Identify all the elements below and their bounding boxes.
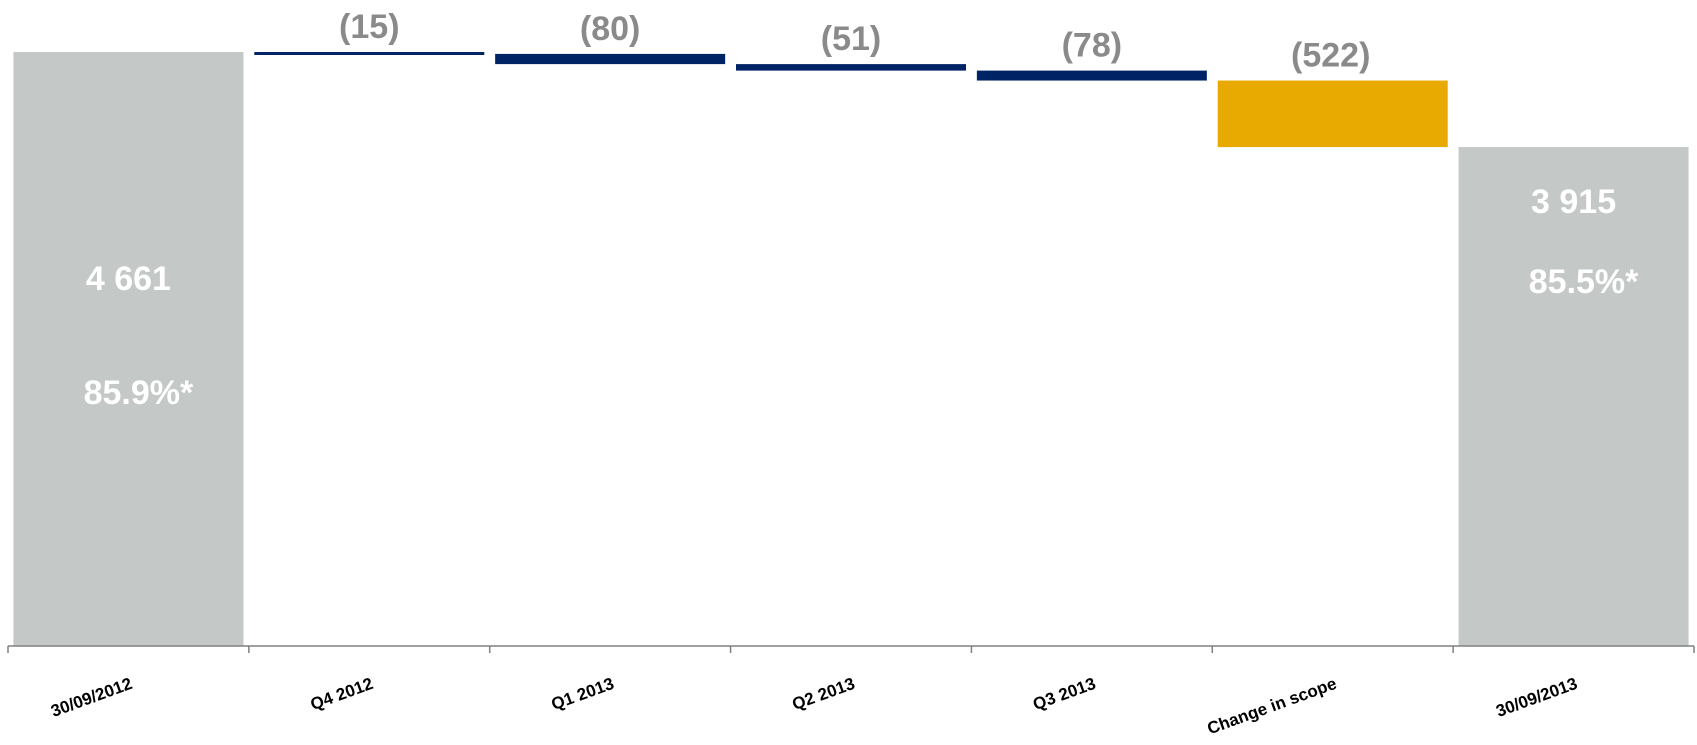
delta-label-q1-2013: (80): [580, 10, 640, 48]
bar-q3-2013: [976, 70, 1207, 81]
x-axis: 30/09/2012 Q4 2012 Q1 2013 Q2 2013 Q3 2013 Ch…: [7, 645, 1695, 738]
labels-layer: 4 661 85.9%* (15) (80) (51) (78) (522) 3 915 85.…: [84, 8, 1640, 412]
delta-label-q3-2013: (78): [1062, 27, 1122, 65]
total-pct-label-30-09-2012: 85.9%*: [84, 374, 194, 412]
total-value-label-30-09-2012: 4 661: [86, 260, 171, 298]
delta-label-q2-2013: (51): [821, 20, 881, 58]
bars-layer: [13, 52, 1689, 646]
delta-label-change-in-scope: (522): [1291, 37, 1370, 75]
category-label-q4-2012: Q4 2012: [308, 674, 376, 714]
bar-30-09-2013: [1458, 147, 1689, 646]
category-label-q1-2013: Q1 2013: [549, 674, 617, 714]
category-label-30-09-2013: 30/09/2013: [1493, 674, 1579, 721]
category-label-q3-2013: Q3 2013: [1030, 674, 1098, 714]
category-label-change-in-scope: Change in scope: [1205, 674, 1339, 738]
total-value-label-30-09-2013: 3 915: [1531, 183, 1616, 221]
category-label-30-09-2012: 30/09/2012: [48, 674, 134, 721]
bar-change-in-scope: [1217, 80, 1448, 148]
delta-label-q4-2012: (15): [339, 8, 399, 46]
total-pct-label-30-09-2013: 85.5%*: [1529, 263, 1639, 301]
bar-q4-2012: [254, 52, 485, 55]
bar-30-09-2012: [13, 52, 244, 646]
bar-q2-2013: [736, 64, 966, 71]
bar-q1-2013: [495, 53, 726, 65]
category-label-q2-2013: Q2 2013: [790, 674, 858, 714]
